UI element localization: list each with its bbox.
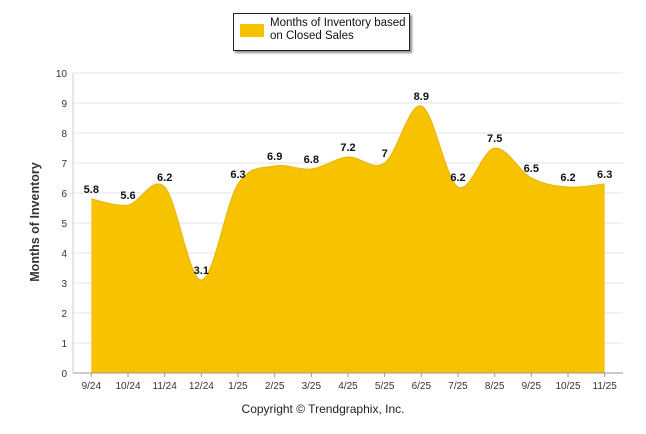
data-label: 5.6 bbox=[120, 190, 135, 202]
data-label: 6.9 bbox=[267, 151, 282, 163]
x-tick-label: 9/24 bbox=[82, 381, 102, 392]
y-tick-label: 1 bbox=[61, 339, 67, 350]
x-tick-label: 8/25 bbox=[485, 381, 505, 392]
x-tick-label: 10/24 bbox=[115, 381, 140, 392]
data-label: 6.2 bbox=[157, 172, 172, 184]
x-tick-label: 12/24 bbox=[189, 381, 214, 392]
y-tick-label: 7 bbox=[61, 159, 67, 170]
data-label: 6.2 bbox=[560, 172, 575, 184]
y-tick-label: 8 bbox=[61, 129, 67, 140]
data-label: 3.1 bbox=[194, 265, 209, 277]
x-tick-label: 2/25 bbox=[265, 381, 285, 392]
y-tick-label: 0 bbox=[61, 369, 67, 380]
y-tick-label: 2 bbox=[61, 309, 67, 320]
x-tick-label: 7/25 bbox=[448, 381, 468, 392]
data-label: 6.5 bbox=[524, 163, 539, 175]
x-tick-label: 5/25 bbox=[375, 381, 395, 392]
y-tick-label: 5 bbox=[61, 219, 67, 230]
copyright-footer: Copyright © Trendgraphix, Inc. bbox=[241, 402, 405, 416]
y-axis-title: Months of Inventory bbox=[28, 162, 42, 282]
data-label: 6.3 bbox=[597, 169, 612, 181]
legend-swatch bbox=[240, 24, 264, 37]
x-tick-label: 9/25 bbox=[522, 381, 542, 392]
data-label: 7.2 bbox=[340, 142, 355, 154]
y-tick-label: 6 bbox=[61, 189, 67, 200]
data-label: 7 bbox=[382, 148, 388, 160]
y-tick-label: 10 bbox=[56, 69, 68, 80]
x-tick-label: 11/25 bbox=[593, 381, 618, 392]
data-label: 6.3 bbox=[230, 169, 245, 181]
x-tick-label: 4/25 bbox=[338, 381, 358, 392]
y-tick-label: 3 bbox=[61, 279, 67, 290]
area-line bbox=[91, 105, 605, 281]
x-tick-label: 6/25 bbox=[412, 381, 432, 392]
area-fill bbox=[91, 105, 605, 373]
chart-legend: Months of Inventory based on Closed Sale… bbox=[233, 13, 410, 51]
x-tick-label: 1/25 bbox=[228, 381, 248, 392]
x-tick-label: 11/24 bbox=[153, 381, 178, 392]
y-tick-label: 9 bbox=[61, 99, 67, 110]
data-label: 6.2 bbox=[450, 172, 465, 184]
legend-label: Months of Inventory based on Closed Sale… bbox=[270, 17, 406, 42]
x-tick-label: 10/25 bbox=[555, 381, 580, 392]
x-tick-label: 3/25 bbox=[302, 381, 322, 392]
data-label: 8.9 bbox=[414, 91, 429, 103]
y-tick-label: 4 bbox=[61, 249, 67, 260]
data-label: 6.8 bbox=[304, 154, 319, 166]
data-label: 5.8 bbox=[84, 184, 99, 196]
data-label: 7.5 bbox=[487, 133, 502, 145]
